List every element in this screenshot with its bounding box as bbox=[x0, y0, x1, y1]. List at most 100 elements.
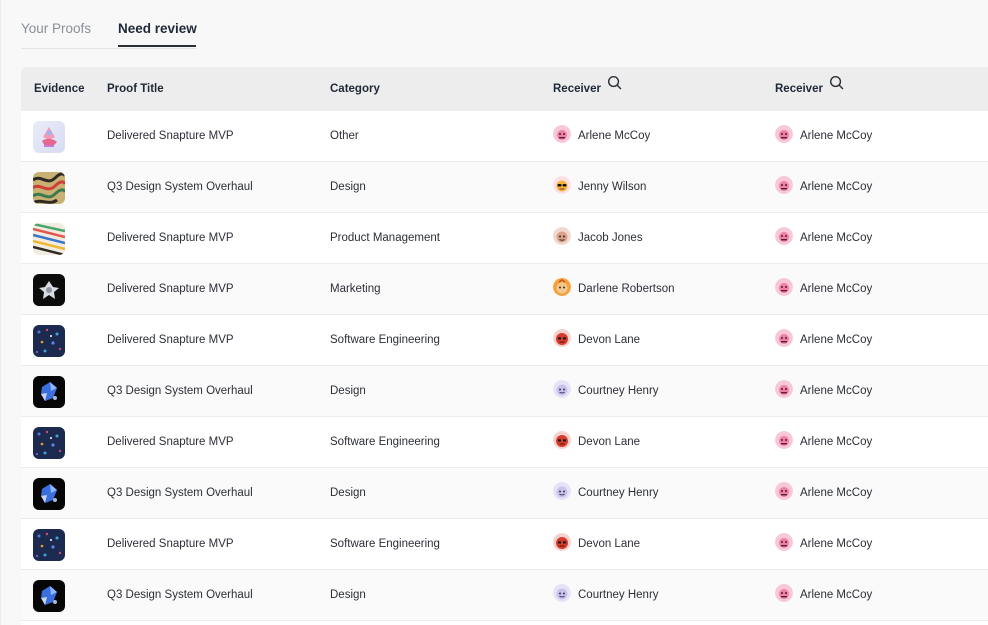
category: Design bbox=[330, 487, 366, 499]
receiver[interactable]: Devon Lane bbox=[553, 519, 640, 570]
receiver[interactable]: Jacob Jones bbox=[553, 213, 643, 264]
receiver-name: Arlene McCoy bbox=[800, 181, 873, 193]
receiver-name: Devon Lane bbox=[578, 538, 641, 550]
receiver[interactable]: Courtney Henry bbox=[553, 570, 659, 621]
avatar bbox=[553, 533, 571, 552]
column-header-label: Receiver bbox=[775, 83, 823, 95]
proof-title[interactable]: Delivered Snapture MVP bbox=[107, 130, 234, 142]
evidence-thumbnail[interactable] bbox=[33, 478, 65, 510]
proof-title[interactable]: Delivered Snapture MVP bbox=[107, 538, 234, 550]
receiver-name: Courtney Henry bbox=[578, 385, 659, 397]
receiver-name: Devon Lane bbox=[578, 334, 641, 346]
proof-title[interactable]: Delivered Snapture MVP bbox=[107, 436, 234, 448]
receiver-2[interactable]: Arlene McCoy bbox=[775, 264, 872, 315]
column-header-receiver-2: Receiver bbox=[775, 67, 844, 111]
column-header-proof-title: Proof Title bbox=[107, 67, 164, 111]
proof-title[interactable]: Q3 Design System Overhaul bbox=[107, 385, 253, 397]
category: Software Engineering bbox=[330, 538, 440, 550]
table-row[interactable]: Delivered Snapture MVP Software Engineeri… bbox=[21, 315, 988, 366]
receiver[interactable]: Jenny Wilson bbox=[553, 162, 646, 213]
avatar bbox=[775, 431, 793, 450]
receiver[interactable]: Devon Lane bbox=[553, 417, 640, 468]
receiver-2[interactable]: Arlene McCoy bbox=[775, 162, 872, 213]
evidence-thumbnail[interactable] bbox=[33, 580, 65, 612]
avatar bbox=[553, 329, 571, 348]
avatar bbox=[553, 584, 571, 603]
table-row[interactable]: Q3 Design System Overhaul Design Courtney … bbox=[21, 468, 988, 519]
receiver-2[interactable]: Arlene McCoy bbox=[775, 213, 872, 264]
receiver-name: Arlene McCoy bbox=[800, 487, 873, 499]
tab-bar: Your Proofs Need review bbox=[21, 0, 197, 49]
receiver-2[interactable]: Arlene McCoy bbox=[775, 519, 872, 570]
table-row[interactable]: Delivered Snapture MVP Marketing Darlene R… bbox=[21, 264, 988, 315]
proof-title[interactable]: Q3 Design System Overhaul bbox=[107, 181, 253, 193]
table-row[interactable]: Q3 Design System Overhaul Design Courtney … bbox=[21, 570, 988, 621]
receiver-2[interactable]: Arlene McCoy bbox=[775, 417, 872, 468]
tab-your-proofs[interactable]: Your Proofs bbox=[21, 21, 92, 36]
receiver-name: Devon Lane bbox=[578, 436, 641, 448]
receiver-name: Arlene McCoy bbox=[800, 130, 873, 142]
receiver-2[interactable]: Arlene McCoy bbox=[775, 111, 872, 162]
evidence-thumbnail[interactable] bbox=[33, 172, 65, 204]
avatar bbox=[553, 431, 571, 450]
proof-title[interactable]: Q3 Design System Overhaul bbox=[107, 589, 253, 601]
receiver-2[interactable]: Arlene McCoy bbox=[775, 315, 872, 366]
category: Software Engineering bbox=[330, 334, 440, 346]
table-header: Evidence Proof Title Category Receiver R… bbox=[21, 67, 988, 111]
avatar bbox=[775, 125, 793, 144]
column-header-label: Receiver bbox=[553, 83, 601, 95]
avatar bbox=[553, 482, 571, 501]
receiver-2[interactable]: Arlene McCoy bbox=[775, 468, 872, 519]
receiver-2[interactable]: Arlene McCoy bbox=[775, 570, 872, 621]
table-row[interactable]: Delivered Snapture MVP Software Engineeri… bbox=[21, 519, 988, 570]
avatar bbox=[553, 278, 571, 297]
table-row[interactable]: Delivered Snapture MVP Product Management… bbox=[21, 213, 988, 264]
receiver-name: Arlene McCoy bbox=[800, 334, 873, 346]
receiver-name: Arlene McCoy bbox=[800, 232, 873, 244]
receiver-name: Courtney Henry bbox=[578, 487, 659, 499]
proof-title[interactable]: Q3 Design System Overhaul bbox=[107, 487, 253, 499]
evidence-thumbnail[interactable] bbox=[33, 223, 65, 255]
evidence-thumbnail[interactable] bbox=[33, 274, 65, 306]
search-icon[interactable] bbox=[829, 67, 844, 109]
receiver[interactable]: Arlene McCoy bbox=[553, 111, 650, 162]
receiver-name: Jacob Jones bbox=[578, 232, 643, 244]
active-tab-indicator bbox=[118, 45, 196, 47]
avatar bbox=[775, 533, 793, 552]
search-icon[interactable] bbox=[607, 67, 622, 109]
evidence-thumbnail[interactable] bbox=[33, 529, 65, 561]
avatar bbox=[775, 278, 793, 297]
table-row[interactable]: Delivered Snapture MVP Software Engineeri… bbox=[21, 417, 988, 468]
category: Marketing bbox=[330, 283, 381, 295]
evidence-thumbnail[interactable] bbox=[33, 121, 65, 153]
proof-title[interactable]: Delivered Snapture MVP bbox=[107, 232, 234, 244]
column-header-evidence: Evidence bbox=[34, 67, 85, 111]
evidence-thumbnail[interactable] bbox=[33, 427, 65, 459]
proof-title[interactable]: Delivered Snapture MVP bbox=[107, 283, 234, 295]
category: Design bbox=[330, 589, 366, 601]
table-row[interactable]: Delivered Snapture MVP Other Arlene McCoy A… bbox=[21, 111, 988, 162]
avatar bbox=[553, 176, 571, 195]
receiver[interactable]: Darlene Robertson bbox=[553, 264, 675, 315]
receiver[interactable]: Devon Lane bbox=[553, 315, 640, 366]
receiver-name: Arlene McCoy bbox=[578, 130, 651, 142]
evidence-thumbnail[interactable] bbox=[33, 376, 65, 408]
receiver-name: Darlene Robertson bbox=[578, 283, 675, 295]
evidence-thumbnail[interactable] bbox=[33, 325, 65, 357]
avatar bbox=[775, 227, 793, 246]
table-row[interactable]: Q3 Design System Overhaul Design Courtney … bbox=[21, 366, 988, 417]
proof-title[interactable]: Delivered Snapture MVP bbox=[107, 334, 234, 346]
category: Software Engineering bbox=[330, 436, 440, 448]
tab-need-review[interactable]: Need review bbox=[118, 21, 197, 36]
receiver-name: Jenny Wilson bbox=[578, 181, 647, 193]
column-header-receiver: Receiver bbox=[553, 67, 622, 111]
table-row[interactable]: Q3 Design System Overhaul Design Jenny Wil… bbox=[21, 162, 988, 213]
receiver-name: Courtney Henry bbox=[578, 589, 659, 601]
avatar bbox=[775, 176, 793, 195]
category: Other bbox=[330, 130, 359, 142]
avatar bbox=[775, 329, 793, 348]
receiver-2[interactable]: Arlene McCoy bbox=[775, 366, 872, 417]
receiver[interactable]: Courtney Henry bbox=[553, 366, 659, 417]
receiver[interactable]: Courtney Henry bbox=[553, 468, 659, 519]
